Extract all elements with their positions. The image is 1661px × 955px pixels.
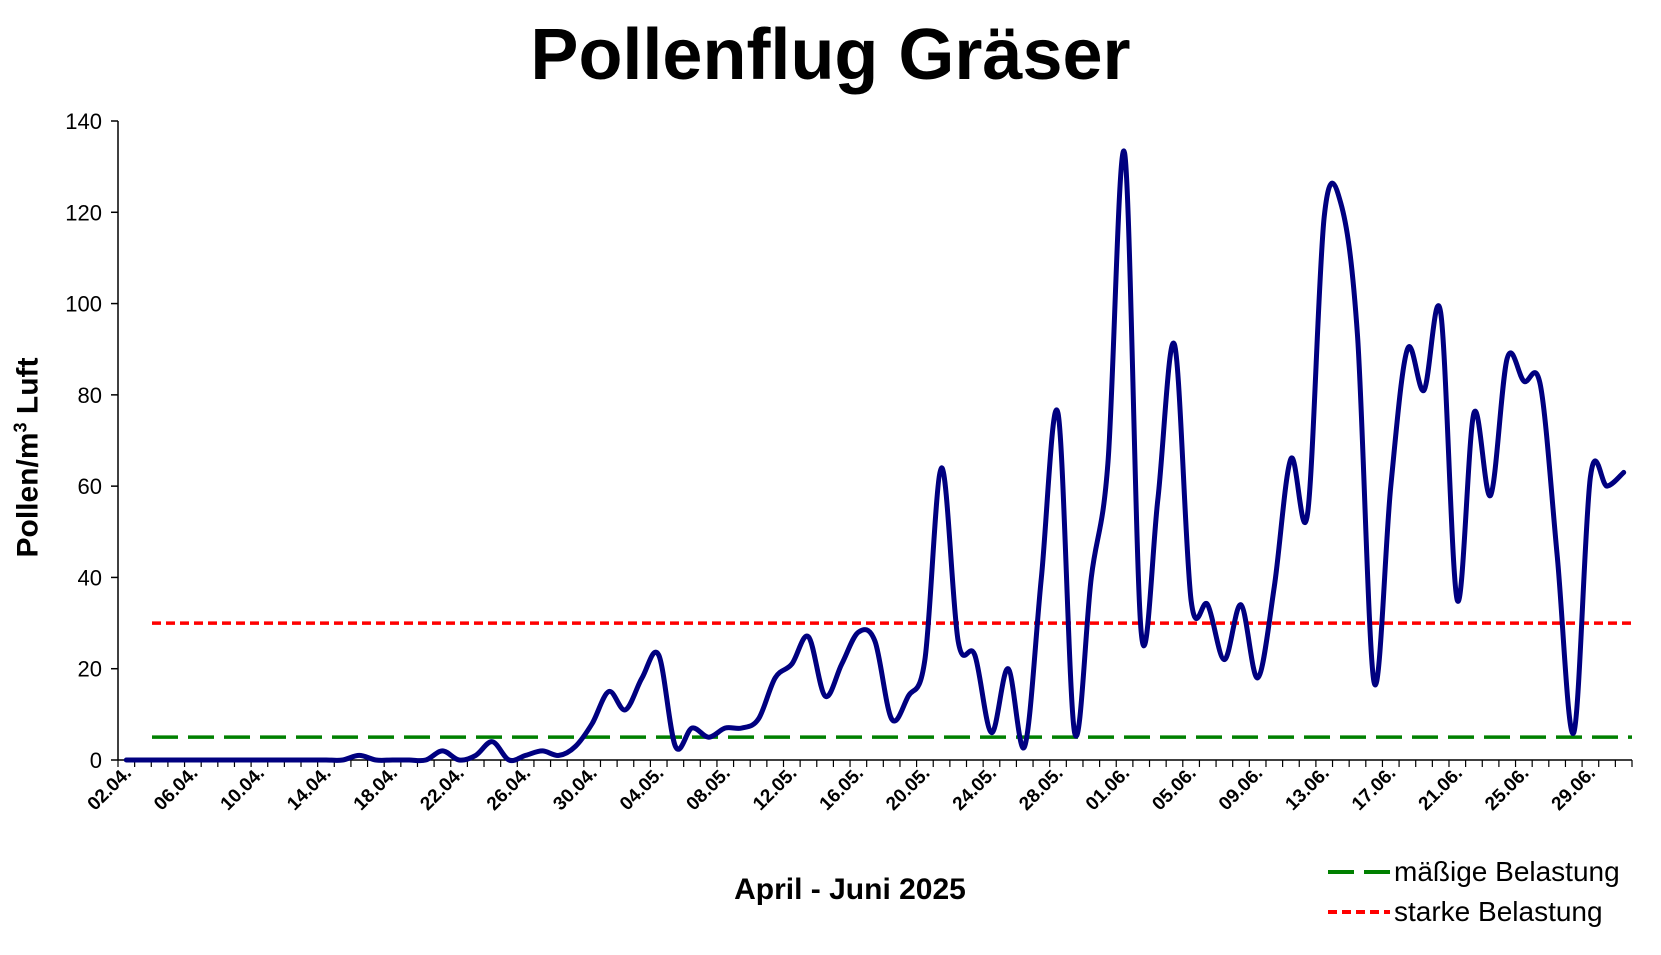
x-tick-label: 22.04. bbox=[416, 763, 468, 815]
x-tick-label: 13.06. bbox=[1282, 763, 1334, 815]
series-lines bbox=[123, 148, 1627, 764]
x-ticks: 02.04. 06.04. 10.04. 14.04. 18.04. 22.04. 26.0… bbox=[84, 760, 1633, 815]
y-axis-label: Pollen/m3 Luft bbox=[11, 298, 46, 618]
legend-swatch-moderate bbox=[1328, 870, 1390, 874]
legend-label-strong: starke Belastung bbox=[1394, 896, 1603, 927]
axes bbox=[117, 121, 1632, 761]
x-tick-label: 26.04. bbox=[483, 763, 535, 815]
x-tick-label: 06.04. bbox=[150, 763, 202, 815]
y-tick-label: 20 bbox=[78, 657, 102, 682]
x-tick-label: 16.05. bbox=[816, 763, 868, 815]
x-tick-label: 25.06. bbox=[1481, 763, 1533, 815]
x-tick-label: 12.05. bbox=[749, 763, 801, 815]
legend: mäßige Belastung starke Belastung bbox=[1328, 852, 1620, 932]
x-tick-label: 18.04. bbox=[350, 763, 402, 815]
y-tick-label: 80 bbox=[78, 383, 102, 408]
x-tick-label: 04.05. bbox=[616, 763, 668, 815]
x-tick-label: 30.04. bbox=[549, 763, 601, 815]
y-tick-label: 0 bbox=[90, 748, 102, 773]
threshold-lines bbox=[152, 621, 1632, 739]
series-line-pollen bbox=[123, 148, 1627, 764]
x-tick-label: 05.06. bbox=[1148, 763, 1200, 815]
chart-title: Pollenflug Gräser bbox=[530, 15, 1131, 95]
y-axis-label-tail: Luft bbox=[11, 357, 45, 423]
legend-item-strong: starke Belastung bbox=[1328, 892, 1620, 932]
x-tick-label: 14.04. bbox=[283, 763, 335, 815]
y-tick-label: 100 bbox=[65, 292, 102, 317]
y-axis-label-main: Pollen/m bbox=[11, 432, 45, 558]
legend-label-moderate: mäßige Belastung bbox=[1394, 856, 1620, 887]
x-tick-label: 09.06. bbox=[1215, 763, 1267, 815]
legend-item-moderate: mäßige Belastung bbox=[1328, 852, 1620, 892]
y-axis-label-sup: 3 bbox=[10, 422, 31, 433]
x-tick-label: 10.04. bbox=[217, 763, 269, 815]
y-tick-label: 40 bbox=[78, 565, 102, 590]
y-ticks: 0 20 40 60 80 100 120 140 bbox=[65, 109, 118, 773]
x-tick-label: 08.05. bbox=[683, 763, 735, 815]
x-tick-label: 28.05. bbox=[1015, 763, 1067, 815]
x-tick-label: 29.06. bbox=[1548, 763, 1600, 815]
x-tick-label: 21.06. bbox=[1415, 763, 1467, 815]
x-axis-label: April - Juni 2025 bbox=[734, 873, 966, 906]
x-tick-label: 01.06. bbox=[1082, 763, 1134, 815]
y-tick-label: 60 bbox=[78, 474, 102, 499]
y-tick-label: 120 bbox=[65, 200, 102, 225]
x-tick-label: 20.05. bbox=[882, 763, 934, 815]
x-tick-label: 24.05. bbox=[949, 763, 1001, 815]
y-tick-label: 140 bbox=[65, 109, 102, 134]
legend-swatch-strong bbox=[1328, 910, 1390, 914]
x-tick-label: 17.06. bbox=[1348, 763, 1400, 815]
